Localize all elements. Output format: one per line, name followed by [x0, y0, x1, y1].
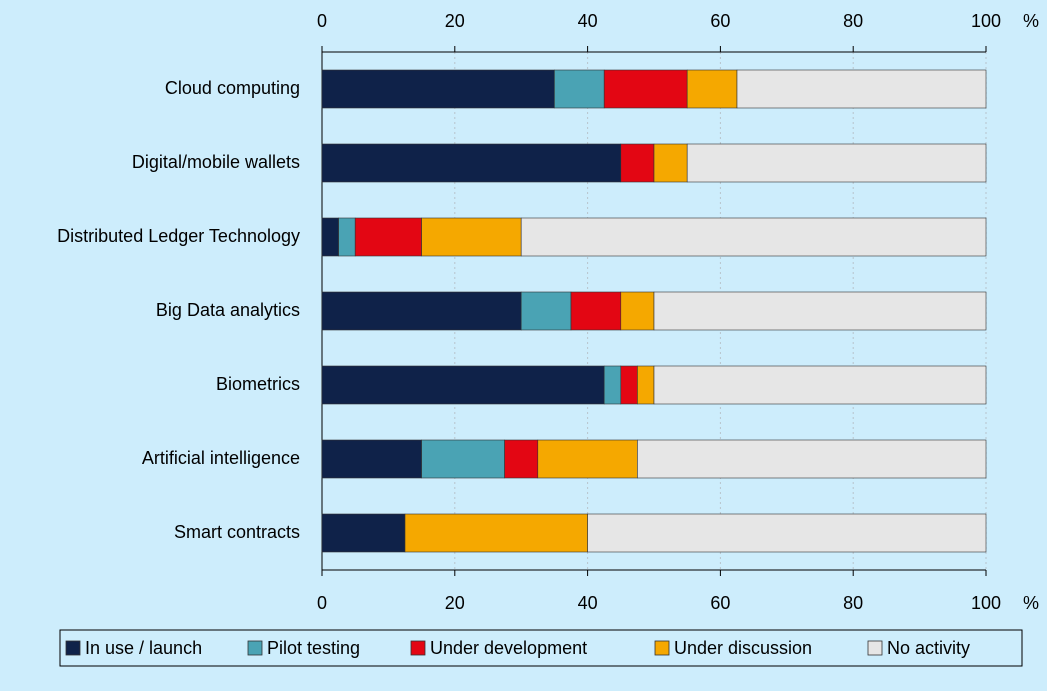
bar-segment: [321, 291, 522, 331]
x-tick-label: 0: [317, 11, 327, 31]
bar-segment: [520, 291, 572, 331]
y-tick-label: Cloud computing: [165, 78, 300, 98]
bar-segment: [404, 513, 588, 553]
bar-segment: [554, 69, 605, 109]
bar-segment: [321, 439, 422, 479]
x-tick-label: 40: [578, 593, 598, 613]
bar-segment: [620, 143, 655, 183]
bar-segment: [587, 513, 987, 553]
bar-segment: [354, 217, 422, 257]
legend-box: [59, 629, 1023, 667]
bar-segment: [321, 365, 605, 405]
bar-segment: [421, 439, 505, 479]
x-tick-label: 60: [710, 593, 730, 613]
bar-segment: [570, 291, 622, 331]
legend-label: No activity: [887, 638, 970, 658]
legend-swatch: [867, 640, 883, 656]
bar-segment: [736, 69, 987, 109]
bar-segment: [321, 143, 622, 183]
bar-segment: [686, 69, 738, 109]
bar-segment: [321, 217, 339, 257]
bar-segment: [653, 365, 987, 405]
bar-segment: [504, 439, 539, 479]
x-tick-label: 20: [445, 11, 465, 31]
bar-segment: [321, 513, 406, 553]
legend-swatch: [654, 640, 670, 656]
x-unit: %: [1023, 593, 1039, 613]
x-tick-label: 40: [578, 11, 598, 31]
bar-segment: [620, 291, 655, 331]
x-tick-label: 20: [445, 593, 465, 613]
y-tick-label: Distributed Ledger Technology: [57, 226, 300, 246]
bar-segment: [637, 365, 655, 405]
bar-segment: [537, 439, 638, 479]
x-tick-label: 80: [843, 593, 863, 613]
legend-swatch: [65, 640, 81, 656]
legend-swatch: [247, 640, 263, 656]
x-tick-label: 80: [843, 11, 863, 31]
bar-segment: [603, 69, 688, 109]
legend-label: Pilot testing: [267, 638, 360, 658]
y-tick-label: Biometrics: [216, 374, 300, 394]
bar-segment: [653, 143, 688, 183]
bar-segment: [520, 217, 987, 257]
bar-segment: [653, 291, 987, 331]
x-unit: %: [1023, 11, 1039, 31]
bar-segment: [620, 365, 638, 405]
bar-segment: [686, 143, 987, 183]
bar-segment: [321, 69, 555, 109]
x-tick-label: 0: [317, 593, 327, 613]
y-tick-label: Digital/mobile wallets: [132, 152, 300, 172]
y-tick-label: Smart contracts: [174, 522, 300, 542]
legend-swatch: [410, 640, 426, 656]
y-tick-label: Big Data analytics: [156, 300, 300, 320]
bar-segment: [338, 217, 356, 257]
legend-label: Under development: [430, 638, 587, 658]
x-tick-label: 100: [971, 593, 1001, 613]
bar-segment: [637, 439, 987, 479]
bar-segment: [603, 365, 622, 405]
x-tick-label: 60: [710, 11, 730, 31]
legend-label: Under discussion: [674, 638, 812, 658]
y-tick-label: Artificial intelligence: [142, 448, 300, 468]
legend-label: In use / launch: [85, 638, 202, 658]
bar-segment: [421, 217, 522, 257]
x-tick-label: 100: [971, 11, 1001, 31]
